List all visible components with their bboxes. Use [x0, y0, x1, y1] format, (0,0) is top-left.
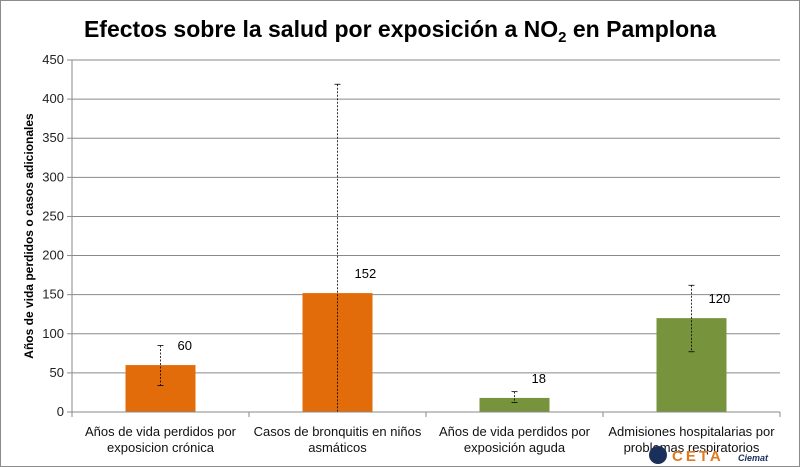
category-label: Admisiones hospitalarias por [608, 424, 775, 439]
bars: 60 152 18 120 [125, 83, 731, 413]
bar [125, 365, 196, 412]
category-label: asmáticos [308, 440, 367, 455]
y-axis-label: Años de vida perdidos o casos adicionale… [22, 113, 36, 359]
y-tick-label: 0 [57, 404, 64, 419]
bar [656, 318, 727, 412]
data-label: 120 [709, 291, 731, 306]
category-label: Casos de bronquitis en niños [254, 424, 422, 439]
y-tick-label: 200 [42, 248, 64, 263]
chart-title: Efectos sobre la salud por exposición a … [84, 16, 716, 46]
logo-suffix: Ciemat [738, 453, 769, 463]
y-tick-label: 400 [42, 91, 64, 106]
bar [479, 397, 550, 412]
title-subscript: 2 [558, 29, 566, 46]
axes [71, 60, 781, 417]
category-label: exposición aguda [464, 440, 566, 455]
y-tick-label: 150 [42, 287, 64, 302]
y-tick-label: 450 [42, 52, 64, 67]
globe-icon [649, 446, 667, 464]
y-tick-label: 350 [42, 130, 64, 145]
title-main-part: Efectos sobre la salud por exposición a … [84, 16, 558, 42]
ceta-logo: CETA Ciemat [649, 446, 769, 465]
logo-text: CETA [672, 448, 724, 465]
y-tick-label: 300 [42, 169, 64, 184]
category-label: Años de vida perdidos por [85, 424, 237, 439]
y-tick-label: 50 [50, 365, 64, 380]
data-label: 152 [355, 266, 377, 281]
y-tick-label: 100 [42, 326, 64, 341]
category-label: exposicion crónica [107, 440, 215, 455]
category-label: Años de vida perdidos por [439, 424, 591, 439]
data-label: 60 [178, 338, 192, 353]
y-axis-ticks: 0 50 100 150 200 250 300 350 400 450 [42, 52, 72, 419]
title-end-part: en Pamplona [566, 16, 716, 42]
y-tick-label: 250 [42, 208, 64, 223]
data-label: 18 [532, 371, 546, 386]
